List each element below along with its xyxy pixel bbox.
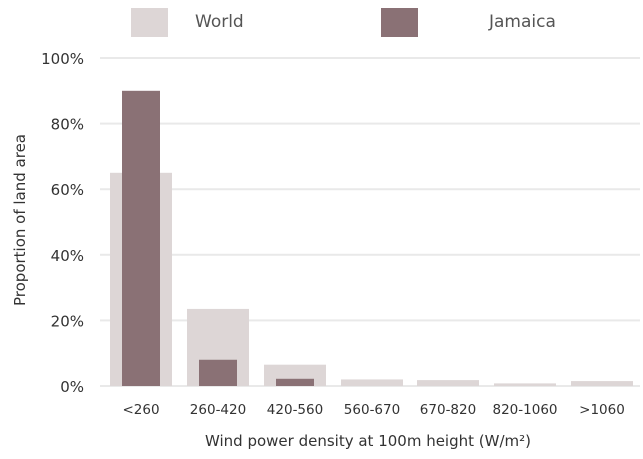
jamaica-bar	[276, 378, 314, 386]
x-axis-title: Wind power density at 100m height (W/m²)	[205, 432, 531, 450]
x-tick-label: <260	[122, 402, 159, 418]
y-tick-label: 0%	[60, 378, 84, 396]
legend-label-jamaica: Jamaica	[488, 12, 556, 32]
legend-swatch-world	[131, 8, 168, 37]
world-bar	[417, 380, 479, 386]
legend-label-world: World	[195, 12, 244, 32]
bars	[110, 90, 633, 387]
x-tick-label: >1060	[579, 402, 625, 418]
x-tick-label: 560-670	[344, 402, 400, 418]
y-tick-label: 80%	[51, 116, 84, 134]
world-bar	[494, 383, 556, 386]
y-tick-label: 60%	[51, 181, 84, 199]
jamaica-bar	[199, 359, 237, 386]
x-tick-label: 820-1060	[493, 402, 558, 418]
y-tick-label: 100%	[41, 50, 84, 68]
x-tick-label: 670-820	[420, 402, 476, 418]
y-axis-ticks: 0% 20% 40% 60% 80% 100%	[41, 50, 84, 396]
y-axis-title: Proportion of land area	[11, 134, 29, 306]
legend: World Jamaica	[131, 8, 556, 37]
gridlines	[100, 57, 640, 387]
x-tick-label: 260-420	[190, 402, 246, 418]
y-tick-label: 20%	[51, 312, 84, 330]
world-bar	[571, 381, 633, 386]
x-tick-label: 420-560	[267, 402, 323, 418]
world-bar	[341, 379, 403, 386]
legend-swatch-jamaica	[381, 8, 418, 37]
x-axis-ticks: <260 260-420 420-560 560-670 670-820 820-1060…	[122, 402, 624, 418]
y-tick-label: 40%	[51, 247, 84, 265]
jamaica-bar	[122, 90, 160, 387]
